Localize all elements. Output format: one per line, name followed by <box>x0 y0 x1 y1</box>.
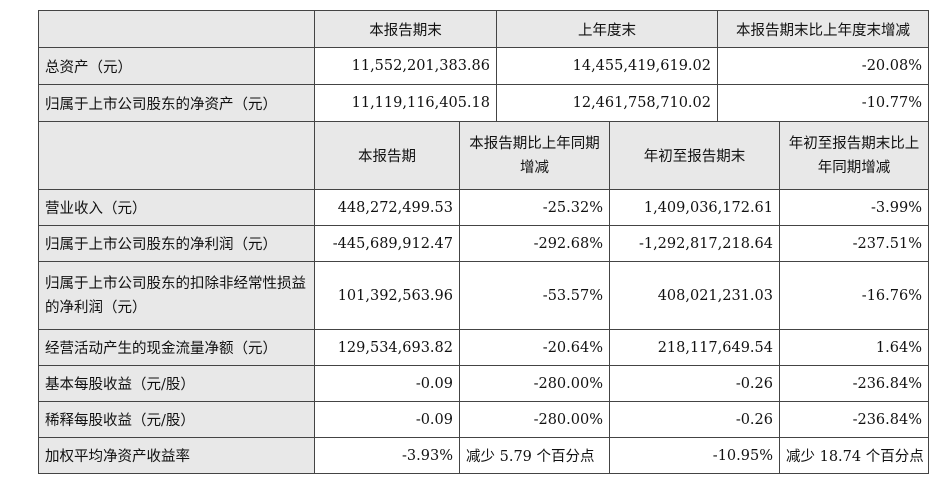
value-cell: -280.00% <box>459 365 610 402</box>
header-cell: 上年度末 <box>496 10 718 48</box>
income-header-row: 本报告期 本报告期比上年同期增减 年初至报告期末 年初至报告期末比上年同期增减 <box>38 121 929 190</box>
value-cell: 11,119,116,405.18 <box>314 84 497 122</box>
table-row: 归属于上市公司股东的净资产（元） 11,119,116,405.18 12,46… <box>38 84 929 122</box>
value-cell: 减少 5.79 个百分点 <box>459 437 610 474</box>
value-cell: 408,021,231.03 <box>609 261 780 330</box>
value-cell: -3.93% <box>314 437 460 474</box>
header-cell: 本报告期末 <box>314 10 497 48</box>
table-row: 营业收入（元） 448,272,499.53 -25.32% 1,409,036… <box>38 189 929 226</box>
value-cell: -0.26 <box>609 401 780 438</box>
table-row: 经营活动产生的现金流量净额（元） 129,534,693.82 -20.64% … <box>38 329 929 366</box>
value-cell: 101,392,563.96 <box>314 261 460 330</box>
table-row: 加权平均净资产收益率 -3.93% 减少 5.79 个百分点 -10.95% 减… <box>38 437 929 474</box>
balance-table: 本报告期末 上年度末 本报告期末比上年度末增减 总资产（元） 11,552,20… <box>38 10 929 122</box>
value-cell: -16.76% <box>779 261 929 330</box>
table-row: 稀释每股收益（元/股） -0.09 -280.00% -0.26 -236.84… <box>38 401 929 438</box>
value-cell: -25.32% <box>459 189 610 226</box>
header-cell: 年初至报告期末比上年同期增减 <box>779 121 929 190</box>
row-label: 归属于上市公司股东的净资产（元） <box>38 84 315 122</box>
row-label: 归属于上市公司股东的净利润（元） <box>38 225 315 262</box>
value-cell: -237.51% <box>779 225 929 262</box>
value-cell: 1,409,036,172.61 <box>609 189 780 226</box>
value-cell: -236.84% <box>779 365 929 402</box>
value-cell: -1,292,817,218.64 <box>609 225 780 262</box>
value-cell: 12,461,758,710.02 <box>496 84 718 122</box>
value-cell: 1.64% <box>779 329 929 366</box>
value-cell: -0.09 <box>314 365 460 402</box>
value-cell: -0.26 <box>609 365 780 402</box>
balance-header-row: 本报告期末 上年度末 本报告期末比上年度末增减 <box>38 10 929 48</box>
header-cell: 本报告期末比上年度末增减 <box>717 10 929 48</box>
value-cell: 11,552,201,383.86 <box>314 47 497 85</box>
value-cell: -53.57% <box>459 261 610 330</box>
value-cell: 129,534,693.82 <box>314 329 460 366</box>
row-label: 总资产（元） <box>38 47 315 85</box>
header-cell: 本报告期比上年同期增减 <box>459 121 610 190</box>
value-cell: -20.64% <box>459 329 610 366</box>
value-cell: 218,117,649.54 <box>609 329 780 366</box>
header-cell: 年初至报告期末 <box>609 121 780 190</box>
row-label: 归属于上市公司股东的扣除非经常性损益的净利润（元） <box>38 261 315 330</box>
value-cell: 减少 18.74 个百分点 <box>779 437 929 474</box>
header-cell: 本报告期 <box>314 121 460 190</box>
value-cell: 14,455,419,619.02 <box>496 47 718 85</box>
value-cell: -3.99% <box>779 189 929 226</box>
table-row: 基本每股收益（元/股） -0.09 -280.00% -0.26 -236.84… <box>38 365 929 402</box>
table-row: 归属于上市公司股东的扣除非经常性损益的净利润（元） 101,392,563.96… <box>38 261 929 330</box>
corner-cell <box>38 121 315 190</box>
value-cell: -445,689,912.47 <box>314 225 460 262</box>
income-table: 本报告期 本报告期比上年同期增减 年初至报告期末 年初至报告期末比上年同期增减 … <box>38 121 929 474</box>
value-cell: -0.09 <box>314 401 460 438</box>
table-row: 总资产（元） 11,552,201,383.86 14,455,419,619.… <box>38 47 929 85</box>
table-row: 归属于上市公司股东的净利润（元） -445,689,912.47 -292.68… <box>38 225 929 262</box>
row-label: 稀释每股收益（元/股） <box>38 401 315 438</box>
value-cell: -10.77% <box>717 84 929 122</box>
financial-tables: 本报告期末 上年度末 本报告期末比上年度末增减 总资产（元） 11,552,20… <box>38 10 929 474</box>
row-label: 基本每股收益（元/股） <box>38 365 315 402</box>
row-label: 营业收入（元） <box>38 189 315 226</box>
value-cell: -20.08% <box>717 47 929 85</box>
value-cell: -280.00% <box>459 401 610 438</box>
value-cell: 448,272,499.53 <box>314 189 460 226</box>
row-label: 经营活动产生的现金流量净额（元） <box>38 329 315 366</box>
value-cell: -236.84% <box>779 401 929 438</box>
row-label: 加权平均净资产收益率 <box>38 437 315 474</box>
value-cell: -292.68% <box>459 225 610 262</box>
corner-cell <box>38 10 315 48</box>
value-cell: -10.95% <box>609 437 780 474</box>
